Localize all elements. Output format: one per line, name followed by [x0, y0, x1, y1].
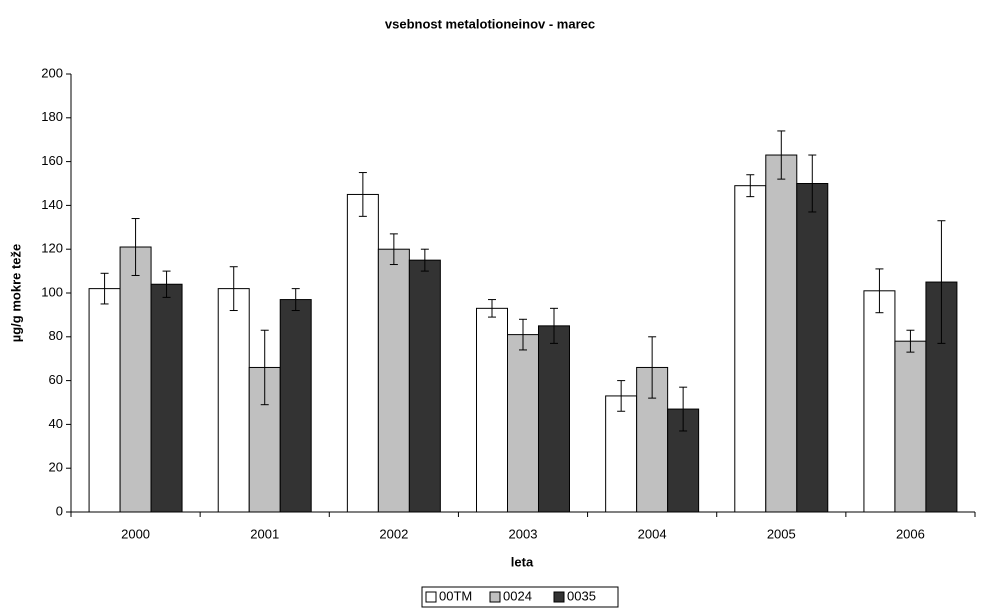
error-bar — [549, 307, 558, 344]
error-bar — [906, 329, 915, 353]
error-bar — [679, 386, 688, 432]
legend-swatch — [425, 591, 437, 603]
error-bar — [260, 329, 269, 406]
bar — [765, 154, 798, 513]
x-tick-label: 2001 — [250, 526, 279, 541]
error-bar — [875, 268, 884, 314]
bar — [150, 283, 183, 513]
legend-label: 00TM — [439, 588, 472, 603]
x-tick-label: 2000 — [121, 526, 150, 541]
bar — [408, 259, 441, 513]
y-tick-label: 20 — [49, 460, 63, 475]
chart-title: vsebnost metalotioneinov - marec — [385, 16, 595, 31]
y-tick-label: 100 — [41, 284, 63, 299]
error-bar — [358, 172, 367, 217]
bar — [605, 395, 638, 513]
x-tick-label: 2002 — [379, 526, 408, 541]
bar — [734, 185, 767, 513]
error-bar — [162, 270, 171, 298]
y-axis-label: µg/g mokre teže — [8, 244, 23, 343]
bar — [217, 288, 250, 513]
error-bar — [648, 336, 657, 399]
bar — [346, 193, 379, 513]
error-bar — [746, 174, 755, 198]
bar — [796, 183, 829, 513]
bar — [863, 290, 896, 513]
bar — [537, 325, 570, 513]
x-axis-label: leta — [511, 554, 534, 569]
error-bar — [389, 233, 398, 266]
error-bar — [617, 380, 626, 412]
x-tick-label: 2005 — [767, 526, 796, 541]
legend-swatch — [553, 591, 565, 603]
y-tick-label: 160 — [41, 153, 63, 168]
error-bar — [937, 220, 946, 344]
error-bar — [777, 130, 786, 180]
y-tick-label: 60 — [49, 372, 63, 387]
error-bar — [100, 272, 109, 305]
y-tick-label: 40 — [49, 416, 63, 431]
error-bar — [229, 266, 238, 312]
x-tick-label: 2006 — [896, 526, 925, 541]
legend-label: 0035 — [567, 588, 596, 603]
x-tick-label: 2003 — [509, 526, 538, 541]
legend-swatch — [489, 591, 501, 603]
bar — [476, 307, 509, 513]
error-bar — [291, 288, 300, 312]
bar — [507, 334, 539, 513]
bar — [377, 248, 410, 513]
y-tick-label: 180 — [41, 109, 63, 124]
y-tick-label: 120 — [41, 241, 63, 256]
bar — [279, 299, 312, 513]
y-tick-label: 0 — [56, 503, 63, 518]
y-tick-label: 200 — [41, 65, 63, 80]
error-bar — [420, 248, 429, 272]
legend-box — [421, 586, 619, 608]
error-bar — [519, 318, 527, 351]
error-bar — [488, 299, 497, 318]
bar — [119, 246, 152, 513]
bar — [88, 288, 121, 513]
bar — [894, 340, 927, 513]
x-tick-label: 2004 — [638, 526, 667, 541]
error-bar — [808, 154, 817, 213]
legend-label: 0024 — [503, 588, 532, 603]
y-tick-label: 140 — [41, 197, 63, 212]
error-bar — [131, 218, 140, 276]
y-tick-label: 80 — [49, 328, 63, 343]
